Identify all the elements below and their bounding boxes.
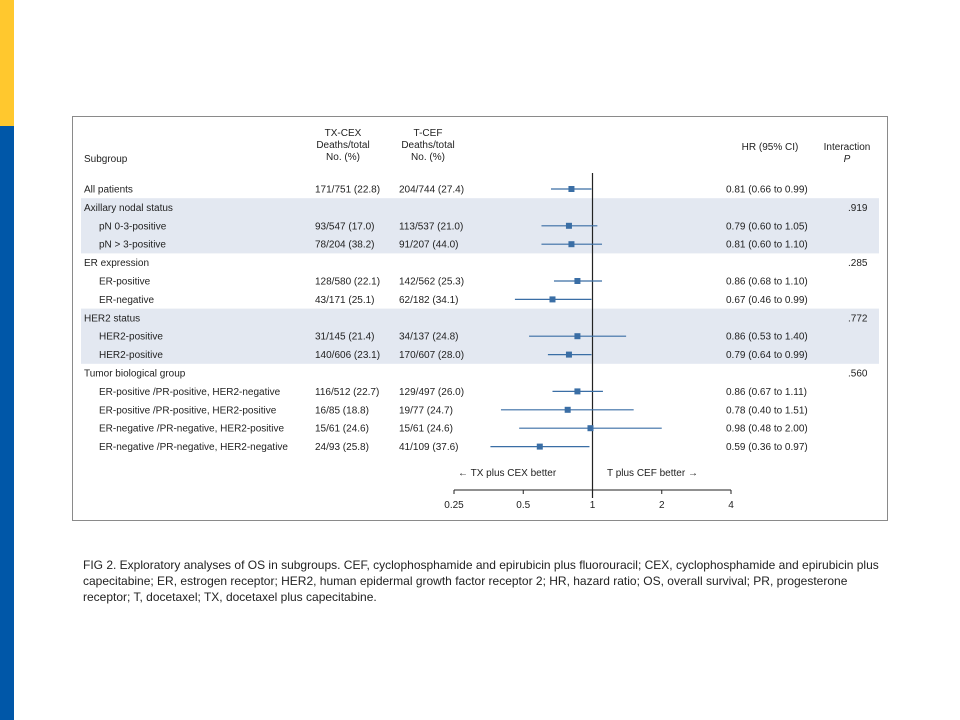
row-tcef: 142/562 (25.3) [399,277,464,288]
figure-caption: FIG 2. Exploratory analyses of OS in sub… [83,558,879,604]
hr-marker [564,406,571,413]
header-interaction: Interaction [824,142,871,153]
row-label: ER-positive /PR-positive, HER2-negative [99,387,281,398]
hr-marker [549,296,556,303]
row-hr-text: 0.67 (0.46 to 0.99) [726,295,808,306]
row-txcex: 43/171 (25.1) [315,295,375,306]
row-hr-text: 0.79 (0.60 to 1.05) [726,221,808,232]
row-txcex: 31/145 (21.4) [315,332,375,343]
row-hr-text: 0.81 (0.60 to 1.10) [726,240,808,251]
row-tcef: 62/182 (34.1) [399,295,459,306]
row-label: ER-negative /PR-negative, HER2-negative [99,442,288,453]
row-tcef: 91/207 (44.0) [399,240,459,251]
hr-marker [574,333,581,340]
header-tcef: T-CEF [414,128,443,139]
row-label: ER-positive /PR-positive, HER2-positive [99,405,277,416]
row-label: HER2 status [84,313,140,324]
row-tcef: 129/497 (26.0) [399,387,464,398]
row-label: All patients [84,185,133,196]
row-tcef: 204/744 (27.4) [399,185,464,196]
forest-plot-frame: Subgroup TX-CEX Deaths/total No. (%) T-CEF De… [72,116,888,521]
row-label: Axillary nodal status [84,203,173,214]
row-label: ER-negative [99,295,154,306]
row-txcex: 16/85 (18.8) [315,405,369,416]
header-tcef: Deaths/total [401,140,454,151]
row-hr-text: 0.81 (0.66 to 0.99) [726,185,808,196]
hr-marker [574,388,581,395]
row-hr-text: 0.59 (0.36 to 0.97) [726,442,808,453]
x-tick-label: 0.5 [516,500,530,511]
accent-bar-blue [0,126,14,720]
accent-bar-yellow [0,0,14,126]
row-txcex: 78/204 (38.2) [315,240,375,251]
hr-marker [565,351,572,358]
row-hr-text: 0.78 (0.40 to 1.51) [726,405,808,416]
row-tcef: 15/61 (24.6) [399,424,453,435]
x-tick-label: 2 [659,500,665,511]
row-label: HER2-positive [99,332,163,343]
row-tcef: 170/607 (28.0) [399,350,464,361]
row-p-value: .772 [848,313,868,324]
x-tick-label: 0.25 [444,500,464,511]
row-label: ER-positive [99,277,151,288]
row-p-value: .560 [848,369,868,380]
row-txcex: 128/580 (22.1) [315,277,380,288]
header-tcef: No. (%) [411,152,445,163]
row-txcex: 93/547 (17.0) [315,221,375,232]
row-tcef: 19/77 (24.7) [399,405,453,416]
x-tick-label: 1 [590,500,596,511]
header-txcex: No. (%) [326,152,360,163]
row-hr-text: 0.86 (0.68 to 1.10) [726,277,808,288]
row-hr-text: 0.86 (0.53 to 1.40) [726,332,808,343]
hr-marker [587,425,594,432]
header-txcex: Deaths/total [316,140,369,151]
left-direction-label: ← TX plus CEX better [458,468,557,479]
hr-marker [565,222,572,229]
header-txcex: TX-CEX [325,128,362,139]
header-hr: HR (95% CI) [742,142,799,153]
row-txcex: 24/93 (25.8) [315,442,369,453]
hr-marker [574,278,581,284]
row-tcef: 41/109 (37.6) [399,442,459,453]
x-tick-label: 4 [728,500,734,511]
row-band [81,308,879,364]
row-label: ER-negative /PR-negative, HER2-positive [99,424,285,435]
row-p-value: .285 [848,258,868,269]
row-txcex: 171/751 (22.8) [315,185,380,196]
right-direction-label: T plus CEF better → [607,468,698,479]
row-tcef: 113/537 (21.0) [399,221,463,232]
row-txcex: 116/512 (22.7) [315,387,379,398]
row-txcex: 140/606 (23.1) [315,350,380,361]
row-tcef: 34/137 (24.8) [399,332,459,343]
header-interaction-p: P [844,154,851,165]
row-hr-text: 0.79 (0.64 to 0.99) [726,350,808,361]
row-hr-text: 0.86 (0.67 to 1.11) [726,387,807,398]
row-band [81,198,879,254]
hr-marker [568,241,575,248]
row-label: Tumor biological group [84,369,186,380]
row-txcex: 15/61 (24.6) [315,424,369,435]
hr-marker [536,443,543,450]
row-hr-text: 0.98 (0.48 to 2.00) [726,424,808,435]
row-label: pN > 3-positive [99,240,166,251]
row-label: pN 0-3-positive [99,221,167,232]
row-label: ER expression [84,258,149,269]
row-p-value: .919 [848,203,868,214]
row-label: HER2-positive [99,350,163,361]
header-subgroup: Subgroup [84,154,128,165]
hr-marker [568,186,575,192]
